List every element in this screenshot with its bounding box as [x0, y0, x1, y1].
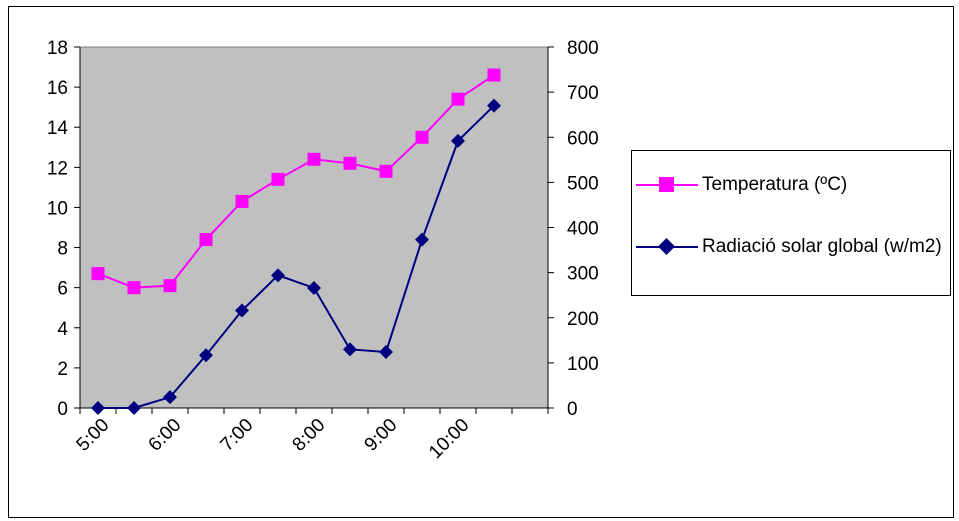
data-point-square — [127, 281, 141, 295]
y-left-tick-label: 0 — [57, 399, 68, 420]
data-point-square — [415, 130, 429, 144]
data-point-diamond — [91, 401, 105, 415]
y-left-tick-label: 14 — [47, 118, 69, 139]
y-right-tick-label: 100 — [567, 354, 599, 375]
series-line-1 — [98, 104, 495, 409]
data-point-square — [379, 164, 393, 178]
y-left-tick-label: 12 — [47, 158, 68, 179]
y-right-tick-label: 700 — [567, 83, 599, 104]
y-right-tick-label: 800 — [567, 38, 599, 59]
data-point-diamond — [199, 348, 213, 363]
x-axis: 5:00 6:00 7:00 8:00 9:00 10:00 — [73, 407, 549, 463]
data-point-diamond — [163, 390, 177, 405]
data-point-square — [451, 92, 465, 106]
y-left-tick-label: 10 — [47, 198, 68, 219]
y-axis-right: 0 100 200 300 400 500 600 700 800 — [547, 38, 599, 420]
data-point-diamond — [271, 268, 285, 283]
data-point-diamond — [307, 280, 321, 295]
data-point-diamond — [343, 342, 357, 357]
legend-item-temperature: Temperatura (ºC) — [632, 170, 947, 200]
y-right-tick-label: 200 — [567, 309, 599, 330]
y-right-tick-label: 500 — [567, 173, 599, 194]
data-point-diamond — [487, 98, 501, 113]
y-left-tick-label: 18 — [47, 38, 68, 59]
data-point-diamond — [451, 133, 465, 148]
y-axis-left: 0 2 4 6 8 10 12 14 16 18 — [47, 38, 81, 420]
y-right-tick-label: 300 — [567, 264, 599, 285]
data-point-square — [235, 194, 249, 208]
x-tick-label: 10:00 — [425, 415, 473, 463]
x-tick-label: 9:00 — [361, 415, 402, 456]
data-point-square — [343, 156, 357, 170]
y-left-tick-label: 2 — [57, 359, 68, 380]
data-point-diamond — [235, 303, 249, 318]
series-layer — [91, 68, 501, 415]
legend: Temperatura (ºC) Radiació solar global (… — [631, 150, 951, 296]
legend-swatch-temperature — [632, 170, 702, 200]
data-point-square — [307, 152, 321, 166]
data-point-square — [199, 233, 213, 247]
x-tick-label: 8:00 — [289, 415, 330, 456]
plot-area — [79, 46, 549, 409]
y-left-tick-label: 4 — [57, 319, 68, 340]
legend-swatch-radiation — [632, 232, 702, 262]
y-right-tick-label: 400 — [567, 219, 599, 240]
y-right-tick-label: 0 — [567, 399, 578, 420]
data-point-diamond — [379, 345, 393, 360]
y-left-tick-label: 8 — [57, 239, 68, 260]
x-tick-label: 5:00 — [73, 415, 114, 456]
data-point-square — [163, 279, 177, 293]
data-point-square — [271, 172, 285, 186]
legend-item-radiation: Radiació solar global (w/m2) — [632, 232, 947, 262]
y-left-tick-label: 16 — [47, 78, 68, 99]
y-right-tick-label: 600 — [567, 128, 599, 149]
x-tick-label: 7:00 — [217, 415, 258, 456]
data-point-square — [487, 68, 501, 82]
legend-label-radiation: Radiació solar global (w/m2) — [702, 236, 942, 257]
y-left-tick-label: 6 — [57, 279, 68, 300]
data-point-diamond — [415, 232, 429, 247]
data-point-square — [91, 267, 105, 281]
data-point-diamond — [127, 401, 141, 415]
x-tick-label: 6:00 — [145, 415, 186, 456]
legend-label-temperature: Temperatura (ºC) — [702, 174, 848, 195]
